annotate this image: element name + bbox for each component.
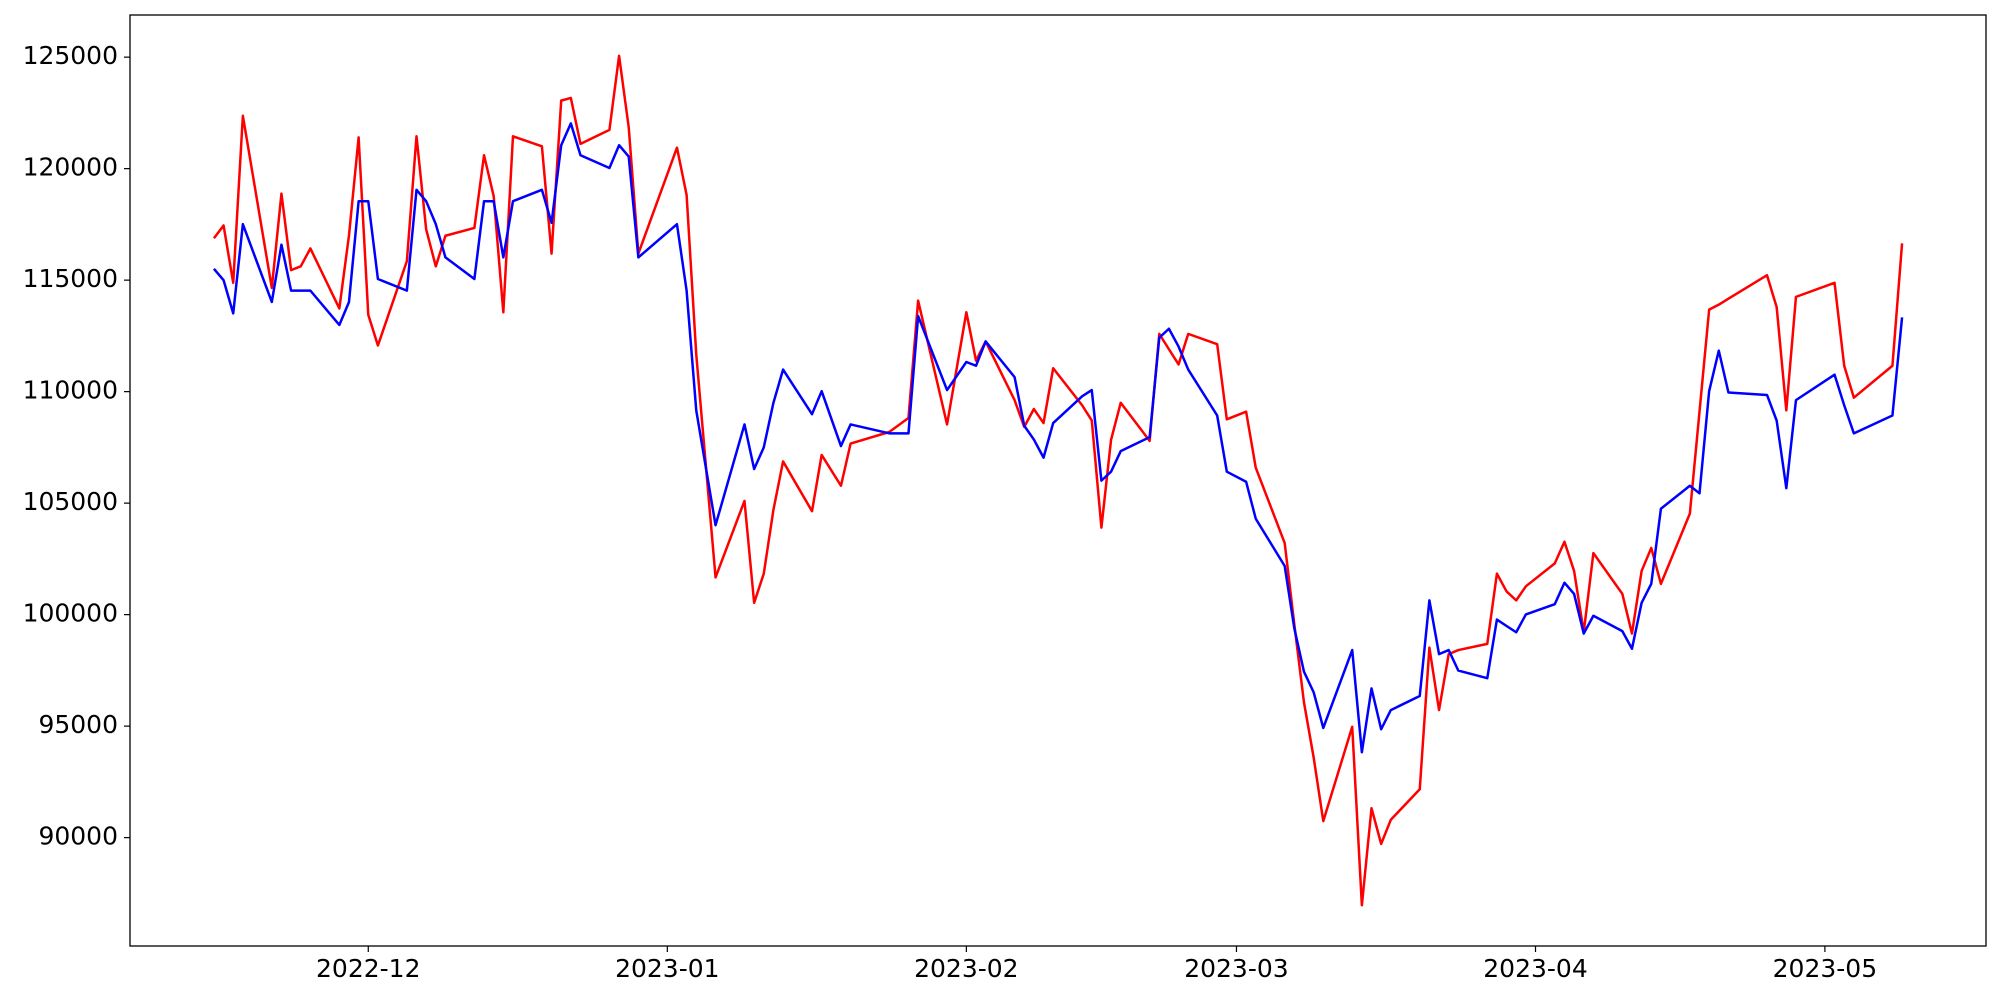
y-tick-label: 120000 — [23, 153, 118, 182]
y-tick-label: 95000 — [38, 710, 118, 739]
series-line — [212, 122, 1904, 754]
x-tick-label: 2022-12 — [316, 954, 420, 983]
plot-frame — [129, 14, 1987, 947]
y-tick-label: 125000 — [23, 41, 118, 70]
x-tick-label: 2023-04 — [1483, 954, 1587, 983]
x-tick-label: 2023-03 — [1184, 954, 1288, 983]
y-tick-label: 90000 — [38, 822, 118, 851]
x-tick-label: 2023-01 — [615, 954, 719, 983]
x-tick-label: 2023-02 — [914, 954, 1018, 983]
series-line — [212, 54, 1904, 907]
y-tick-label: 100000 — [23, 599, 118, 628]
x-tick-label: 2023-05 — [1773, 954, 1877, 983]
y-tick-label: 115000 — [23, 264, 118, 293]
y-tick-label: 110000 — [23, 376, 118, 405]
y-tick-label: 105000 — [23, 487, 118, 516]
